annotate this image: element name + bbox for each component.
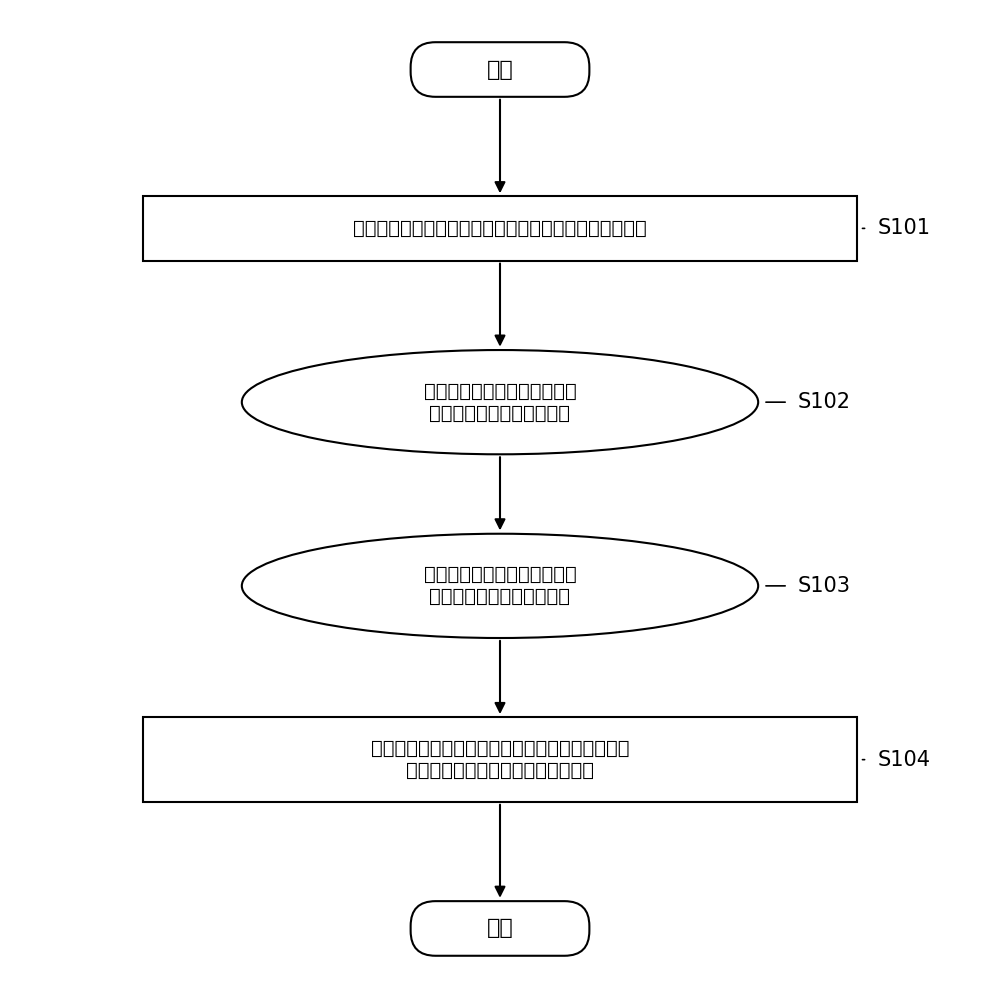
FancyBboxPatch shape bbox=[143, 717, 857, 802]
Text: 开始: 开始 bbox=[487, 60, 513, 79]
Text: 结束: 结束 bbox=[487, 919, 513, 938]
Text: S102: S102 bbox=[798, 392, 851, 412]
Text: 依据所述当前环境参数确定出
所述车厢的当前环境舒适度: 依据所述当前环境参数确定出 所述车厢的当前环境舒适度 bbox=[424, 381, 576, 423]
FancyBboxPatch shape bbox=[411, 902, 589, 955]
Text: 获取车厢中的当前环境参数以及所述车厢的当前振动参数: 获取车厢中的当前环境参数以及所述车厢的当前振动参数 bbox=[353, 218, 647, 238]
Ellipse shape bbox=[242, 534, 758, 638]
Text: S104: S104 bbox=[877, 750, 930, 770]
Text: S101: S101 bbox=[877, 218, 930, 238]
FancyBboxPatch shape bbox=[143, 197, 857, 260]
Text: S103: S103 bbox=[798, 576, 851, 596]
Ellipse shape bbox=[242, 351, 758, 455]
Text: 依据所述当前振动参数确定出
所述车厢的当前振动舒适度: 依据所述当前振动参数确定出 所述车厢的当前振动舒适度 bbox=[424, 565, 576, 607]
FancyBboxPatch shape bbox=[411, 42, 589, 96]
Text: 基于所述当前环境舒适度和所述当前振动舒适度，
确定出车厢的当前综合舒适度评价值: 基于所述当前环境舒适度和所述当前振动舒适度， 确定出车厢的当前综合舒适度评价值 bbox=[371, 739, 629, 780]
